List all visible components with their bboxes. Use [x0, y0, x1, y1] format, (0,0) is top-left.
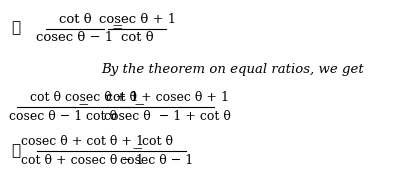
Text: cosec θ + 1: cosec θ + 1 — [99, 13, 176, 26]
Text: =: = — [111, 22, 123, 36]
Text: By the theorem on equal ratios, we get: By the theorem on equal ratios, we get — [101, 63, 364, 76]
Text: cot θ: cot θ — [142, 135, 173, 148]
Text: ∴: ∴ — [12, 22, 21, 36]
Text: cot θ: cot θ — [86, 110, 117, 123]
Text: cot θ + cosec θ − 1: cot θ + cosec θ − 1 — [21, 154, 144, 167]
Text: cosec θ − 1: cosec θ − 1 — [9, 110, 82, 123]
Text: cot θ: cot θ — [59, 13, 92, 26]
Text: cosec θ − 1: cosec θ − 1 — [121, 154, 194, 167]
Text: cot θ: cot θ — [121, 31, 153, 44]
Text: cosec θ + cot θ + 1: cosec θ + cot θ + 1 — [21, 135, 144, 148]
Text: cosec θ  − 1 + cot θ: cosec θ − 1 + cot θ — [104, 110, 231, 123]
Text: ∴: ∴ — [12, 144, 21, 158]
Text: =: = — [131, 144, 143, 158]
Text: cot θ + cosec θ + 1: cot θ + cosec θ + 1 — [106, 91, 229, 104]
Text: cot θ: cot θ — [30, 91, 61, 104]
Text: cosec θ + 1: cosec θ + 1 — [65, 91, 138, 104]
Text: =: = — [134, 100, 145, 114]
Text: =: = — [78, 100, 90, 114]
Text: cosec θ − 1: cosec θ − 1 — [36, 31, 114, 44]
